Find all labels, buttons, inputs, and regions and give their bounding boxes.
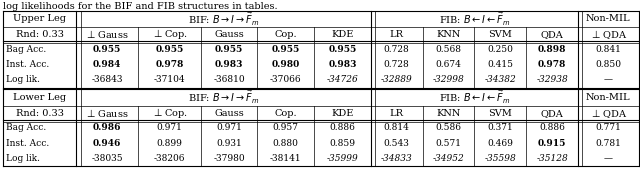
Text: -32889: -32889	[381, 75, 413, 84]
Text: BIF: $B\rightarrow I\rightarrow\vec{F}_{m}$: BIF: $B\rightarrow I\rightarrow\vec{F}_{…	[188, 10, 259, 28]
Text: KDE: KDE	[332, 30, 354, 39]
Text: Inst. Acc.: Inst. Acc.	[6, 139, 49, 148]
Text: -35999: -35999	[326, 154, 358, 163]
Text: -34833: -34833	[381, 154, 413, 163]
Text: 0.946: 0.946	[93, 139, 122, 148]
Text: $\bot$QDA: $\bot$QDA	[589, 107, 627, 120]
Text: SVM: SVM	[488, 109, 512, 118]
Text: Gauss: Gauss	[214, 109, 244, 118]
Text: FIB: $B\leftarrow I\leftarrow\vec{F}_{m}$: FIB: $B\leftarrow I\leftarrow\vec{F}_{m}…	[438, 10, 510, 28]
Text: Bag Acc.: Bag Acc.	[6, 44, 46, 54]
Text: -38206: -38206	[154, 154, 186, 163]
Text: 0.469: 0.469	[487, 139, 513, 148]
Text: —: —	[604, 154, 613, 163]
Text: Non-MIL: Non-MIL	[586, 93, 630, 102]
Text: KNN: KNN	[436, 30, 461, 39]
Text: 0.955: 0.955	[156, 44, 184, 54]
Text: -35598: -35598	[484, 154, 516, 163]
Text: -34952: -34952	[433, 154, 465, 163]
Text: KDE: KDE	[332, 109, 354, 118]
Text: $\bot$QDA: $\bot$QDA	[589, 28, 627, 41]
Text: 0.859: 0.859	[330, 139, 355, 148]
Text: 0.899: 0.899	[157, 139, 182, 148]
Text: 0.586: 0.586	[435, 123, 461, 132]
Text: 0.986: 0.986	[93, 123, 122, 132]
Text: -37104: -37104	[154, 75, 186, 84]
Text: 0.850: 0.850	[595, 60, 621, 69]
Text: -37980: -37980	[213, 154, 245, 163]
Text: 0.978: 0.978	[156, 60, 184, 69]
Text: -36843: -36843	[92, 75, 123, 84]
Text: Lower Leg: Lower Leg	[13, 93, 66, 102]
Text: $\bot$Cop.: $\bot$Cop.	[152, 27, 188, 41]
Text: 0.971: 0.971	[157, 123, 182, 132]
Text: BIF: $B\rightarrow I\rightarrow\vec{F}_{m}$: BIF: $B\rightarrow I\rightarrow\vec{F}_{…	[188, 89, 259, 106]
Text: -32938: -32938	[536, 75, 568, 84]
Text: $\bot$Gauss: $\bot$Gauss	[85, 28, 129, 40]
Text: -38141: -38141	[270, 154, 301, 163]
Text: -35128: -35128	[536, 154, 568, 163]
Text: $\bot$Gauss: $\bot$Gauss	[85, 107, 129, 119]
Text: 0.978: 0.978	[538, 60, 566, 69]
Text: 0.415: 0.415	[487, 60, 513, 69]
Text: Gauss: Gauss	[214, 30, 244, 39]
Text: LR: LR	[390, 109, 404, 118]
Text: $\bot$Cop.: $\bot$Cop.	[152, 106, 188, 120]
Text: Upper Leg: Upper Leg	[13, 15, 66, 23]
Text: 0.984: 0.984	[93, 60, 122, 69]
Text: 0.898: 0.898	[538, 44, 566, 54]
Text: LR: LR	[390, 30, 404, 39]
Text: 0.728: 0.728	[384, 60, 410, 69]
Text: SVM: SVM	[488, 30, 512, 39]
Text: 0.771: 0.771	[595, 123, 621, 132]
Text: 0.568: 0.568	[435, 44, 461, 54]
Text: Rnd: 0.33: Rnd: 0.33	[15, 30, 63, 39]
Text: -32998: -32998	[433, 75, 465, 84]
Text: Log lik.: Log lik.	[6, 154, 40, 163]
Text: 0.955: 0.955	[93, 44, 122, 54]
Text: 0.886: 0.886	[539, 123, 565, 132]
Text: Cop.: Cop.	[275, 30, 297, 39]
Text: QDA: QDA	[541, 109, 563, 118]
Text: -37066: -37066	[270, 75, 301, 84]
Text: -34382: -34382	[484, 75, 516, 84]
Text: 0.841: 0.841	[595, 44, 621, 54]
Text: 0.371: 0.371	[488, 123, 513, 132]
Text: 0.728: 0.728	[384, 44, 410, 54]
Text: 0.915: 0.915	[538, 139, 566, 148]
Text: 0.674: 0.674	[436, 60, 461, 69]
Text: 0.955: 0.955	[328, 44, 356, 54]
Text: 0.571: 0.571	[435, 139, 461, 148]
Text: log likelihoods for the BIF and FIB structures in tables.: log likelihoods for the BIF and FIB stru…	[3, 2, 278, 11]
Text: 0.814: 0.814	[384, 123, 410, 132]
Text: 0.955: 0.955	[215, 44, 243, 54]
Text: 0.880: 0.880	[273, 139, 299, 148]
Text: —: —	[604, 75, 613, 84]
Text: 0.250: 0.250	[487, 44, 513, 54]
Text: Log lik.: Log lik.	[6, 75, 40, 84]
Text: 0.955: 0.955	[271, 44, 300, 54]
Text: KNN: KNN	[436, 109, 461, 118]
Text: Inst. Acc.: Inst. Acc.	[6, 60, 49, 69]
Text: -34726: -34726	[326, 75, 358, 84]
Text: 0.781: 0.781	[595, 139, 621, 148]
Text: 0.983: 0.983	[328, 60, 356, 69]
Text: 0.983: 0.983	[215, 60, 243, 69]
Text: -36810: -36810	[213, 75, 245, 84]
Text: FIB: $B\leftarrow I\leftarrow\vec{F}_{m}$: FIB: $B\leftarrow I\leftarrow\vec{F}_{m}…	[438, 89, 510, 106]
Text: Non-MIL: Non-MIL	[586, 15, 630, 23]
Text: 0.886: 0.886	[330, 123, 355, 132]
Text: 0.980: 0.980	[271, 60, 300, 69]
Text: Rnd: 0.33: Rnd: 0.33	[15, 109, 63, 118]
Text: QDA: QDA	[541, 30, 563, 39]
Text: Bag Acc.: Bag Acc.	[6, 123, 46, 132]
Text: 0.971: 0.971	[216, 123, 242, 132]
Text: -38035: -38035	[92, 154, 123, 163]
Text: 0.543: 0.543	[384, 139, 410, 148]
Text: Cop.: Cop.	[275, 109, 297, 118]
Text: 0.931: 0.931	[216, 139, 242, 148]
Text: 0.957: 0.957	[273, 123, 299, 132]
